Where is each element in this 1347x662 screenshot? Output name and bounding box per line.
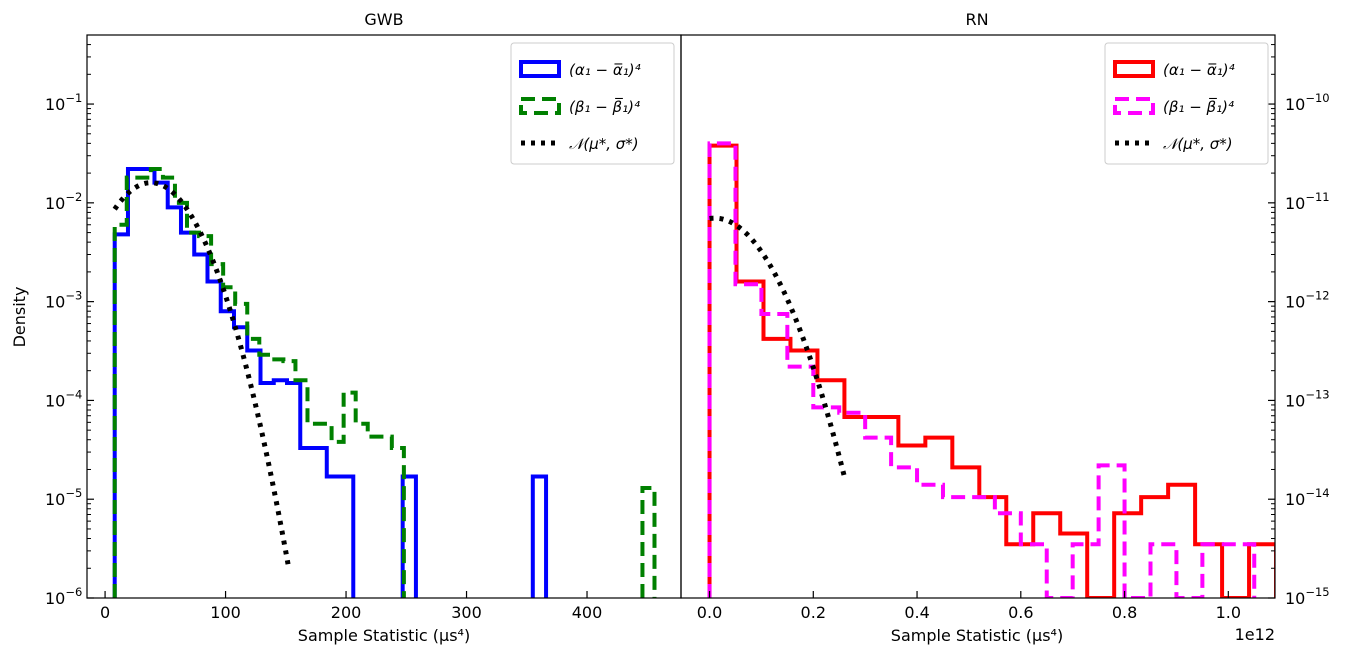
y-tick-base: 10 (45, 194, 65, 213)
y-tick-base: 10 (1285, 589, 1305, 608)
y-tick-exponent: −15 (1305, 585, 1329, 599)
y-tick-exponent: −10 (1305, 91, 1329, 105)
x-tick-label: 300 (451, 603, 482, 622)
axes-frame (680, 34, 1276, 599)
y-tick-label: 10−11 (1285, 190, 1330, 213)
legend-swatch-beta (1113, 97, 1155, 115)
y-tick-exponent: −14 (1305, 486, 1329, 500)
x-tick-label: 1.0 (1216, 603, 1241, 622)
legend-entry-beta: (β₁ − β̅₁)⁴ (1113, 97, 1234, 116)
normal-fit-curve (709, 215, 847, 478)
legend-entry-alpha: (α₁ − α̅₁)⁴ (1113, 60, 1235, 79)
x-tick-label: 400 (572, 603, 603, 622)
series-beta (112, 167, 657, 598)
y-tick-exponent: −11 (1305, 190, 1329, 204)
y-tick-label: 10−3 (45, 289, 82, 312)
legend-swatch-alpha (519, 60, 561, 78)
legend-entry-normal: 𝒩(μ*, σ*) (521, 135, 639, 153)
y-tick-label: 10−15 (1285, 585, 1330, 608)
y-tick-base: 10 (45, 391, 65, 410)
x-tick-label: 100 (210, 603, 241, 622)
y-tick-exponent: −5 (65, 486, 82, 500)
y-tick-label: 10−4 (45, 387, 82, 410)
series-alpha (707, 143, 1275, 598)
y-tick-label: 10−12 (1285, 289, 1330, 312)
legend-label-alpha: (α₁ − α̅₁)⁴ (1163, 61, 1235, 79)
x-tick-label: 200 (331, 603, 362, 622)
normal-fit-curve (112, 180, 291, 566)
y-tick-base: 10 (1285, 391, 1305, 410)
y-tick-base: 10 (1285, 490, 1305, 509)
hist-outlier-bin-beta (640, 485, 657, 598)
hist-outline-alpha (112, 167, 356, 598)
legend-swatch-alpha (1113, 60, 1155, 78)
y-tick-label: 10−2 (45, 190, 82, 213)
panel-gwb: GWB 0 100 200 300 40010−610−510−410−310−210−… (10, 10, 682, 645)
y-tick-base: 10 (45, 589, 65, 608)
x-tick-label: 0.4 (904, 603, 929, 622)
y-tick-label: 10−6 (45, 585, 82, 608)
gwb-plot-area: 0 100 200 300 40010−610−510−410−310−210−1(α₁… (45, 34, 682, 622)
y-tick-label: 10−1 (45, 91, 82, 114)
y-tick-label: 10−13 (1285, 387, 1330, 410)
gwb-title: GWB (364, 10, 403, 29)
rn-offset-text: 1e12 (1235, 625, 1275, 644)
series-alpha (112, 167, 549, 598)
y-tick-base: 10 (1285, 95, 1305, 114)
gwb-x-label: Sample Statistic (μs⁴) (298, 626, 470, 645)
y-tick-exponent: −3 (65, 289, 82, 303)
y-tick-exponent: −12 (1305, 289, 1329, 303)
legend-swatch-beta (519, 97, 561, 115)
legend-entry-normal: 𝒩(μ*, σ*) (1115, 135, 1233, 153)
legend-label-normal: 𝒩(μ*, σ*) (1163, 135, 1233, 153)
y-tick-label: 10−10 (1285, 91, 1330, 114)
y-tick-exponent: −6 (65, 585, 82, 599)
y-tick-exponent: −13 (1305, 387, 1329, 401)
legend-entry-alpha: (α₁ − α̅₁)⁴ (519, 60, 641, 79)
y-tick-exponent: −4 (65, 387, 82, 401)
y-tick-base: 10 (45, 490, 65, 509)
hist-outlier-bin-alpha (530, 474, 549, 598)
x-tick-label: 0.0 (697, 603, 722, 622)
x-tick-label: 0 (100, 603, 110, 622)
y-tick-base: 10 (1285, 194, 1305, 213)
legend: (α₁ − α̅₁)⁴ (β₁ − β̅₁)⁴ 𝒩(μ*, σ*) (510, 42, 675, 165)
hist-outline-beta (707, 141, 1257, 598)
legend-label-alpha: (α₁ − α̅₁)⁴ (569, 61, 641, 79)
legend-frame (510, 42, 675, 165)
y-tick-exponent: −2 (65, 190, 82, 204)
legend-label-normal: 𝒩(μ*, σ*) (569, 135, 639, 153)
series-normal (709, 215, 847, 478)
y-tick-label: 10−14 (1285, 486, 1330, 509)
rn-x-label: Sample Statistic (μs⁴) (891, 626, 1063, 645)
legend-label-beta: (β₁ − β̅₁)⁴ (1163, 97, 1234, 116)
rn-plot-area: 0.0 0.2 0.4 0.6 0.8 1.010−1510−1410−1310−1210… (680, 34, 1330, 622)
legend-frame (1104, 42, 1269, 165)
series-normal (112, 180, 291, 566)
rn-title: RN (965, 10, 988, 29)
panel-rn: RN 0.0 0.2 0.4 0.6 0.8 1.010−1510−1410−1310−1… (680, 10, 1330, 645)
hist-outline-beta (112, 167, 406, 598)
series-beta (707, 141, 1257, 598)
legend-label-beta: (β₁ − β̅₁)⁴ (569, 97, 640, 116)
y-tick-base: 10 (1285, 293, 1305, 312)
hist-outline-alpha (707, 143, 1275, 598)
y-tick-base: 10 (45, 95, 65, 114)
x-tick-label: 0.8 (1112, 603, 1137, 622)
x-tick-label: 0.6 (1008, 603, 1033, 622)
x-tick-label: 0.2 (801, 603, 826, 622)
legend-entry-beta: (β₁ − β̅₁)⁴ (519, 97, 640, 116)
gwb-y-label: Density (10, 287, 29, 348)
y-tick-base: 10 (45, 293, 65, 312)
y-tick-exponent: −1 (65, 91, 82, 105)
y-tick-label: 10−5 (45, 486, 82, 509)
legend: (α₁ − α̅₁)⁴ (β₁ − β̅₁)⁴ 𝒩(μ*, σ*) (1104, 42, 1269, 165)
